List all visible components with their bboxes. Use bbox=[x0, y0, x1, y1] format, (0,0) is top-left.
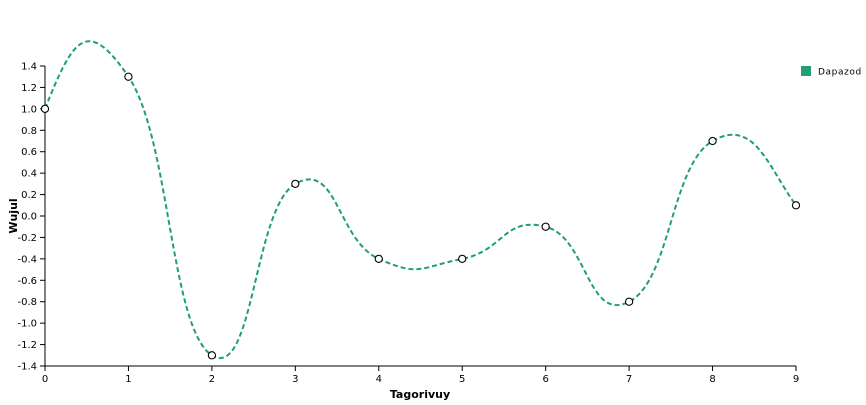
data-point[interactable] bbox=[124, 72, 133, 81]
x-tick-label: 3 bbox=[292, 374, 298, 385]
y-tick-label: -0.8 bbox=[17, 297, 37, 308]
axes: -1.4 -1.2 -1.0 -0.8 -0.6 -0.4 -0.2 0.0 0.2 0.4 0.6… bbox=[17, 62, 799, 386]
data-point[interactable] bbox=[624, 297, 634, 306]
data-point[interactable] bbox=[541, 222, 550, 231]
legend-swatch bbox=[801, 66, 811, 76]
y-tick-label: -1.4 bbox=[17, 362, 37, 373]
y-tick-label: -0.2 bbox=[17, 233, 37, 244]
y-tick-label: 1.0 bbox=[21, 104, 37, 115]
x-tick-label: 9 bbox=[793, 374, 799, 385]
x-tick-label: 6 bbox=[542, 374, 548, 385]
y-tick-label: 0.4 bbox=[21, 169, 37, 180]
y-tick-label: -1.0 bbox=[17, 319, 37, 330]
x-tick-label: 2 bbox=[209, 374, 215, 385]
y-tick-label: 1.2 bbox=[21, 83, 37, 94]
data-point[interactable] bbox=[207, 351, 217, 360]
data-point[interactable] bbox=[791, 201, 801, 210]
x-tick-label: 4 bbox=[376, 374, 382, 385]
series-layer bbox=[40, 40, 801, 360]
x-tick-label: 1 bbox=[125, 374, 131, 385]
y-axis-title: Wujul bbox=[7, 198, 20, 233]
y-tick-label: -0.4 bbox=[17, 254, 37, 265]
y-tick-label: -1.2 bbox=[17, 340, 37, 351]
series-line bbox=[44, 40, 797, 359]
legend-label: Dapazod bbox=[818, 68, 862, 78]
x-axis-title: Tagorivuy bbox=[390, 388, 450, 401]
data-point[interactable] bbox=[291, 179, 300, 189]
data-point[interactable] bbox=[40, 104, 50, 114]
y-tick-label: 0.0 bbox=[21, 212, 37, 223]
legend: Dapazod bbox=[801, 66, 862, 78]
y-tick-label: 0.6 bbox=[21, 147, 37, 158]
x-tick-label: 5 bbox=[459, 374, 465, 385]
y-tick-label: -0.6 bbox=[17, 276, 37, 287]
x-tick-label: 7 bbox=[626, 374, 632, 385]
data-point[interactable] bbox=[458, 254, 467, 264]
y-tick-label: 0.8 bbox=[21, 126, 37, 137]
x-tick-label: 0 bbox=[42, 374, 48, 385]
data-point[interactable] bbox=[374, 254, 383, 264]
x-tick-label: 8 bbox=[709, 374, 715, 385]
data-point[interactable] bbox=[708, 136, 717, 146]
y-tick-label: 1.4 bbox=[21, 62, 37, 73]
y-tick-label: 0.2 bbox=[21, 190, 37, 201]
